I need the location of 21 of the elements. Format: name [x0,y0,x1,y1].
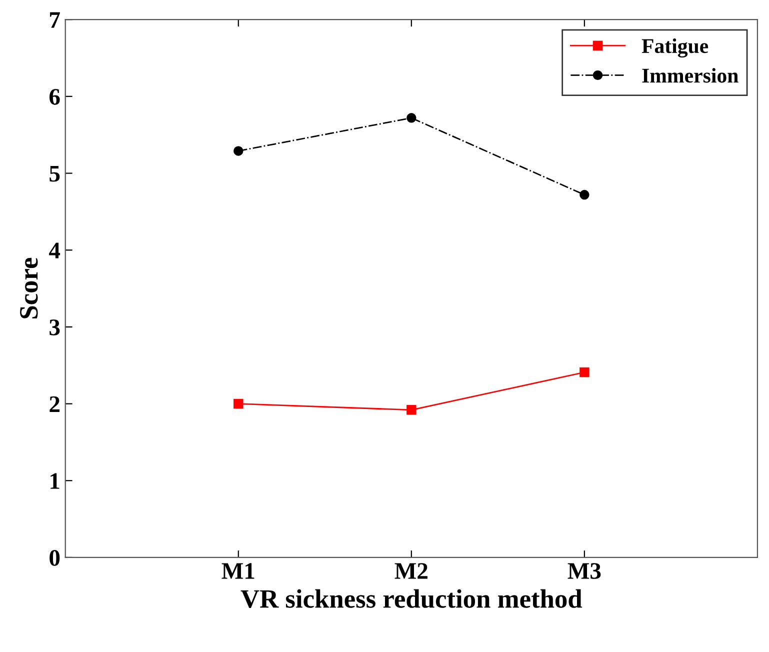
y-tick-label: 1 [50,473,60,489]
point [406,113,416,123]
y-tick-label: 5 [50,166,60,182]
x-tick-label: M3 [568,563,601,579]
y-tick-label: 0 [50,550,60,566]
y-tick-label: 7 [50,12,60,28]
y-tick-label: 6 [50,88,60,105]
y-tick-label: 4 [49,242,60,258]
x-tick-label: M1 [222,563,254,579]
legend-label: Fatigue [642,38,708,58]
y-axis-title: Score [20,258,38,318]
point [234,398,244,409]
point [580,367,590,378]
point [234,146,244,156]
y-tick-label: 2 [50,396,60,412]
y-tick-label: 3 [50,319,60,336]
x-tick-label: M2 [394,563,428,579]
legend-label: Immersion [642,68,738,83]
point [406,405,416,415]
point [580,190,590,200]
x-axis-title: VR sickness reduction method [240,589,582,608]
